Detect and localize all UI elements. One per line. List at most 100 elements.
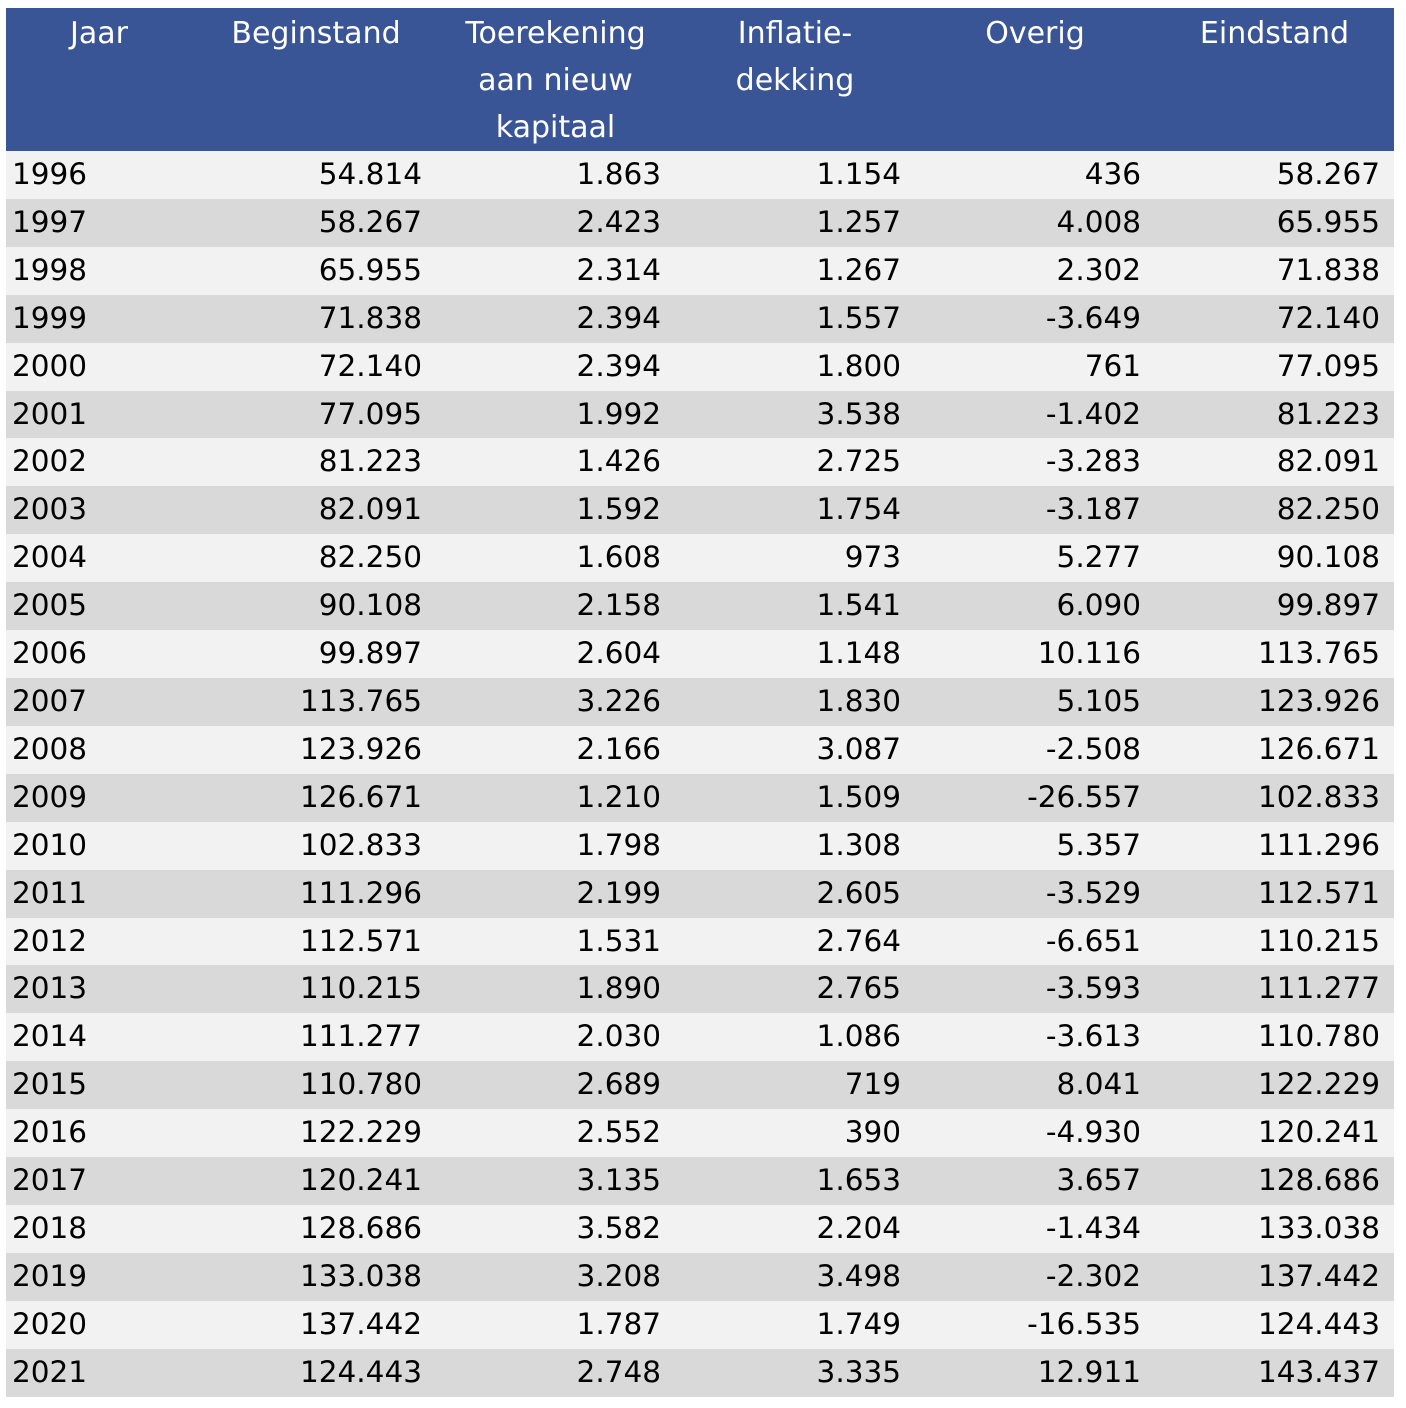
cell-toerekening: 2.314 xyxy=(436,246,675,295)
cell-toerekening: 3.582 xyxy=(436,1204,675,1253)
cell-beginstand: 65.955 xyxy=(196,246,436,295)
cell-eindstand: 82.091 xyxy=(1155,438,1394,487)
cell-inflatiedekking: 2.725 xyxy=(675,438,915,487)
cell-jaar: 2011 xyxy=(6,869,196,918)
cell-inflatiedekking: 1.749 xyxy=(675,1300,915,1349)
cell-beginstand: 133.038 xyxy=(196,1252,436,1301)
cell-inflatiedekking: 1.257 xyxy=(675,198,915,247)
cell-inflatiedekking: 1.653 xyxy=(675,1157,915,1205)
cell-overig: 3.657 xyxy=(915,1157,1155,1205)
cell-jaar: 2016 xyxy=(6,1109,196,1158)
cell-beginstand: 71.838 xyxy=(196,294,436,343)
cell-overig: 10.116 xyxy=(915,630,1155,678)
capital-table: Jaar Beginstand Toerekening aan nieuw ka… xyxy=(6,8,1394,1397)
table-row: 2018 128.686 3.582 2.204 -1.434 133.038 xyxy=(6,1204,1394,1253)
cell-toerekening: 3.135 xyxy=(436,1157,675,1205)
table-row: 2004 82.250 1.608 973 5.277 90.108 xyxy=(6,534,1394,583)
cell-eindstand: 111.296 xyxy=(1155,821,1394,870)
cell-beginstand: 54.814 xyxy=(196,151,436,199)
cell-beginstand: 128.686 xyxy=(196,1204,436,1253)
cell-toerekening: 1.608 xyxy=(436,534,675,583)
cell-eindstand: 90.108 xyxy=(1155,534,1394,583)
cell-jaar: 2013 xyxy=(6,965,196,1014)
cell-beginstand: 77.095 xyxy=(196,390,436,439)
cell-beginstand: 110.215 xyxy=(196,965,436,1014)
cell-eindstand: 110.215 xyxy=(1155,917,1394,966)
cell-jaar: 2006 xyxy=(6,630,196,678)
table-row: 2014 111.277 2.030 1.086 -3.613 110.780 xyxy=(6,1013,1394,1062)
cell-toerekening: 2.394 xyxy=(436,294,675,343)
cell-beginstand: 81.223 xyxy=(196,438,436,487)
cell-eindstand: 143.437 xyxy=(1155,1348,1394,1397)
table-body: 1996 54.814 1.863 1.154 436 58.267 1997 58.267 2… xyxy=(6,151,1394,1397)
cell-inflatiedekking: 1.154 xyxy=(675,151,915,199)
cell-jaar: 1997 xyxy=(6,198,196,247)
cell-eindstand: 81.223 xyxy=(1155,390,1394,439)
cell-beginstand: 72.140 xyxy=(196,342,436,391)
cell-jaar: 2005 xyxy=(6,582,196,631)
cell-overig: -6.651 xyxy=(915,917,1155,966)
cell-toerekening: 1.787 xyxy=(436,1300,675,1349)
cell-beginstand: 122.229 xyxy=(196,1109,436,1158)
table-row: 2010 102.833 1.798 1.308 5.357 111.296 xyxy=(6,821,1394,870)
cell-eindstand: 65.955 xyxy=(1155,198,1394,247)
cell-overig: -26.557 xyxy=(915,773,1155,822)
cell-inflatiedekking: 3.498 xyxy=(675,1252,915,1301)
cell-eindstand: 71.838 xyxy=(1155,246,1394,295)
cell-eindstand: 111.277 xyxy=(1155,965,1394,1014)
header-eindstand: Eindstand xyxy=(1155,8,1394,151)
cell-toerekening: 2.689 xyxy=(436,1061,675,1110)
cell-overig: -3.613 xyxy=(915,1013,1155,1062)
cell-toerekening: 1.890 xyxy=(436,965,675,1014)
cell-overig: -3.187 xyxy=(915,486,1155,535)
table-row: 2002 81.223 1.426 2.725 -3.283 82.091 xyxy=(6,438,1394,487)
cell-overig: -4.930 xyxy=(915,1109,1155,1158)
cell-beginstand: 110.780 xyxy=(196,1061,436,1110)
cell-jaar: 2009 xyxy=(6,773,196,822)
header-inflatiedekking: Inflatie- dekking xyxy=(675,8,915,151)
table-row: 1997 58.267 2.423 1.257 4.008 65.955 xyxy=(6,198,1394,247)
cell-beginstand: 90.108 xyxy=(196,582,436,631)
cell-jaar: 2007 xyxy=(6,677,196,726)
cell-eindstand: 72.140 xyxy=(1155,294,1394,343)
cell-jaar: 2012 xyxy=(6,917,196,966)
cell-jaar: 2020 xyxy=(6,1300,196,1349)
cell-jaar: 2014 xyxy=(6,1013,196,1062)
table-row: 2016 122.229 2.552 390 -4.930 120.241 xyxy=(6,1109,1394,1158)
cell-beginstand: 111.277 xyxy=(196,1013,436,1062)
cell-toerekening: 2.552 xyxy=(436,1109,675,1158)
cell-inflatiedekking: 1.754 xyxy=(675,486,915,535)
cell-eindstand: 124.443 xyxy=(1155,1300,1394,1349)
cell-beginstand: 126.671 xyxy=(196,773,436,822)
header-row: Jaar Beginstand Toerekening aan nieuw ka… xyxy=(6,8,1394,151)
cell-jaar: 2021 xyxy=(6,1348,196,1397)
cell-overig: -1.402 xyxy=(915,390,1155,439)
cell-eindstand: 99.897 xyxy=(1155,582,1394,631)
cell-beginstand: 113.765 xyxy=(196,677,436,726)
cell-overig: 5.105 xyxy=(915,677,1155,726)
table-row: 2008 123.926 2.166 3.087 -2.508 126.671 xyxy=(6,725,1394,774)
cell-toerekening: 3.226 xyxy=(436,677,675,726)
cell-toerekening: 2.166 xyxy=(436,725,675,774)
table-row: 1996 54.814 1.863 1.154 436 58.267 xyxy=(6,151,1394,199)
cell-toerekening: 1.592 xyxy=(436,486,675,535)
cell-jaar: 1999 xyxy=(6,294,196,343)
cell-inflatiedekking: 1.800 xyxy=(675,342,915,391)
cell-beginstand: 82.091 xyxy=(196,486,436,535)
cell-inflatiedekking: 2.605 xyxy=(675,869,915,918)
cell-inflatiedekking: 1.267 xyxy=(675,246,915,295)
cell-inflatiedekking: 1.541 xyxy=(675,582,915,631)
cell-eindstand: 58.267 xyxy=(1155,151,1394,199)
cell-jaar: 2017 xyxy=(6,1157,196,1205)
cell-overig: 5.277 xyxy=(915,534,1155,583)
cell-jaar: 1998 xyxy=(6,246,196,295)
cell-eindstand: 102.833 xyxy=(1155,773,1394,822)
cell-jaar: 2010 xyxy=(6,821,196,870)
cell-inflatiedekking: 1.086 xyxy=(675,1013,915,1062)
cell-eindstand: 82.250 xyxy=(1155,486,1394,535)
cell-eindstand: 110.780 xyxy=(1155,1013,1394,1062)
table-row: 2015 110.780 2.689 719 8.041 122.229 xyxy=(6,1061,1394,1110)
cell-eindstand: 122.229 xyxy=(1155,1061,1394,1110)
cell-toerekening: 2.199 xyxy=(436,869,675,918)
cell-beginstand: 82.250 xyxy=(196,534,436,583)
